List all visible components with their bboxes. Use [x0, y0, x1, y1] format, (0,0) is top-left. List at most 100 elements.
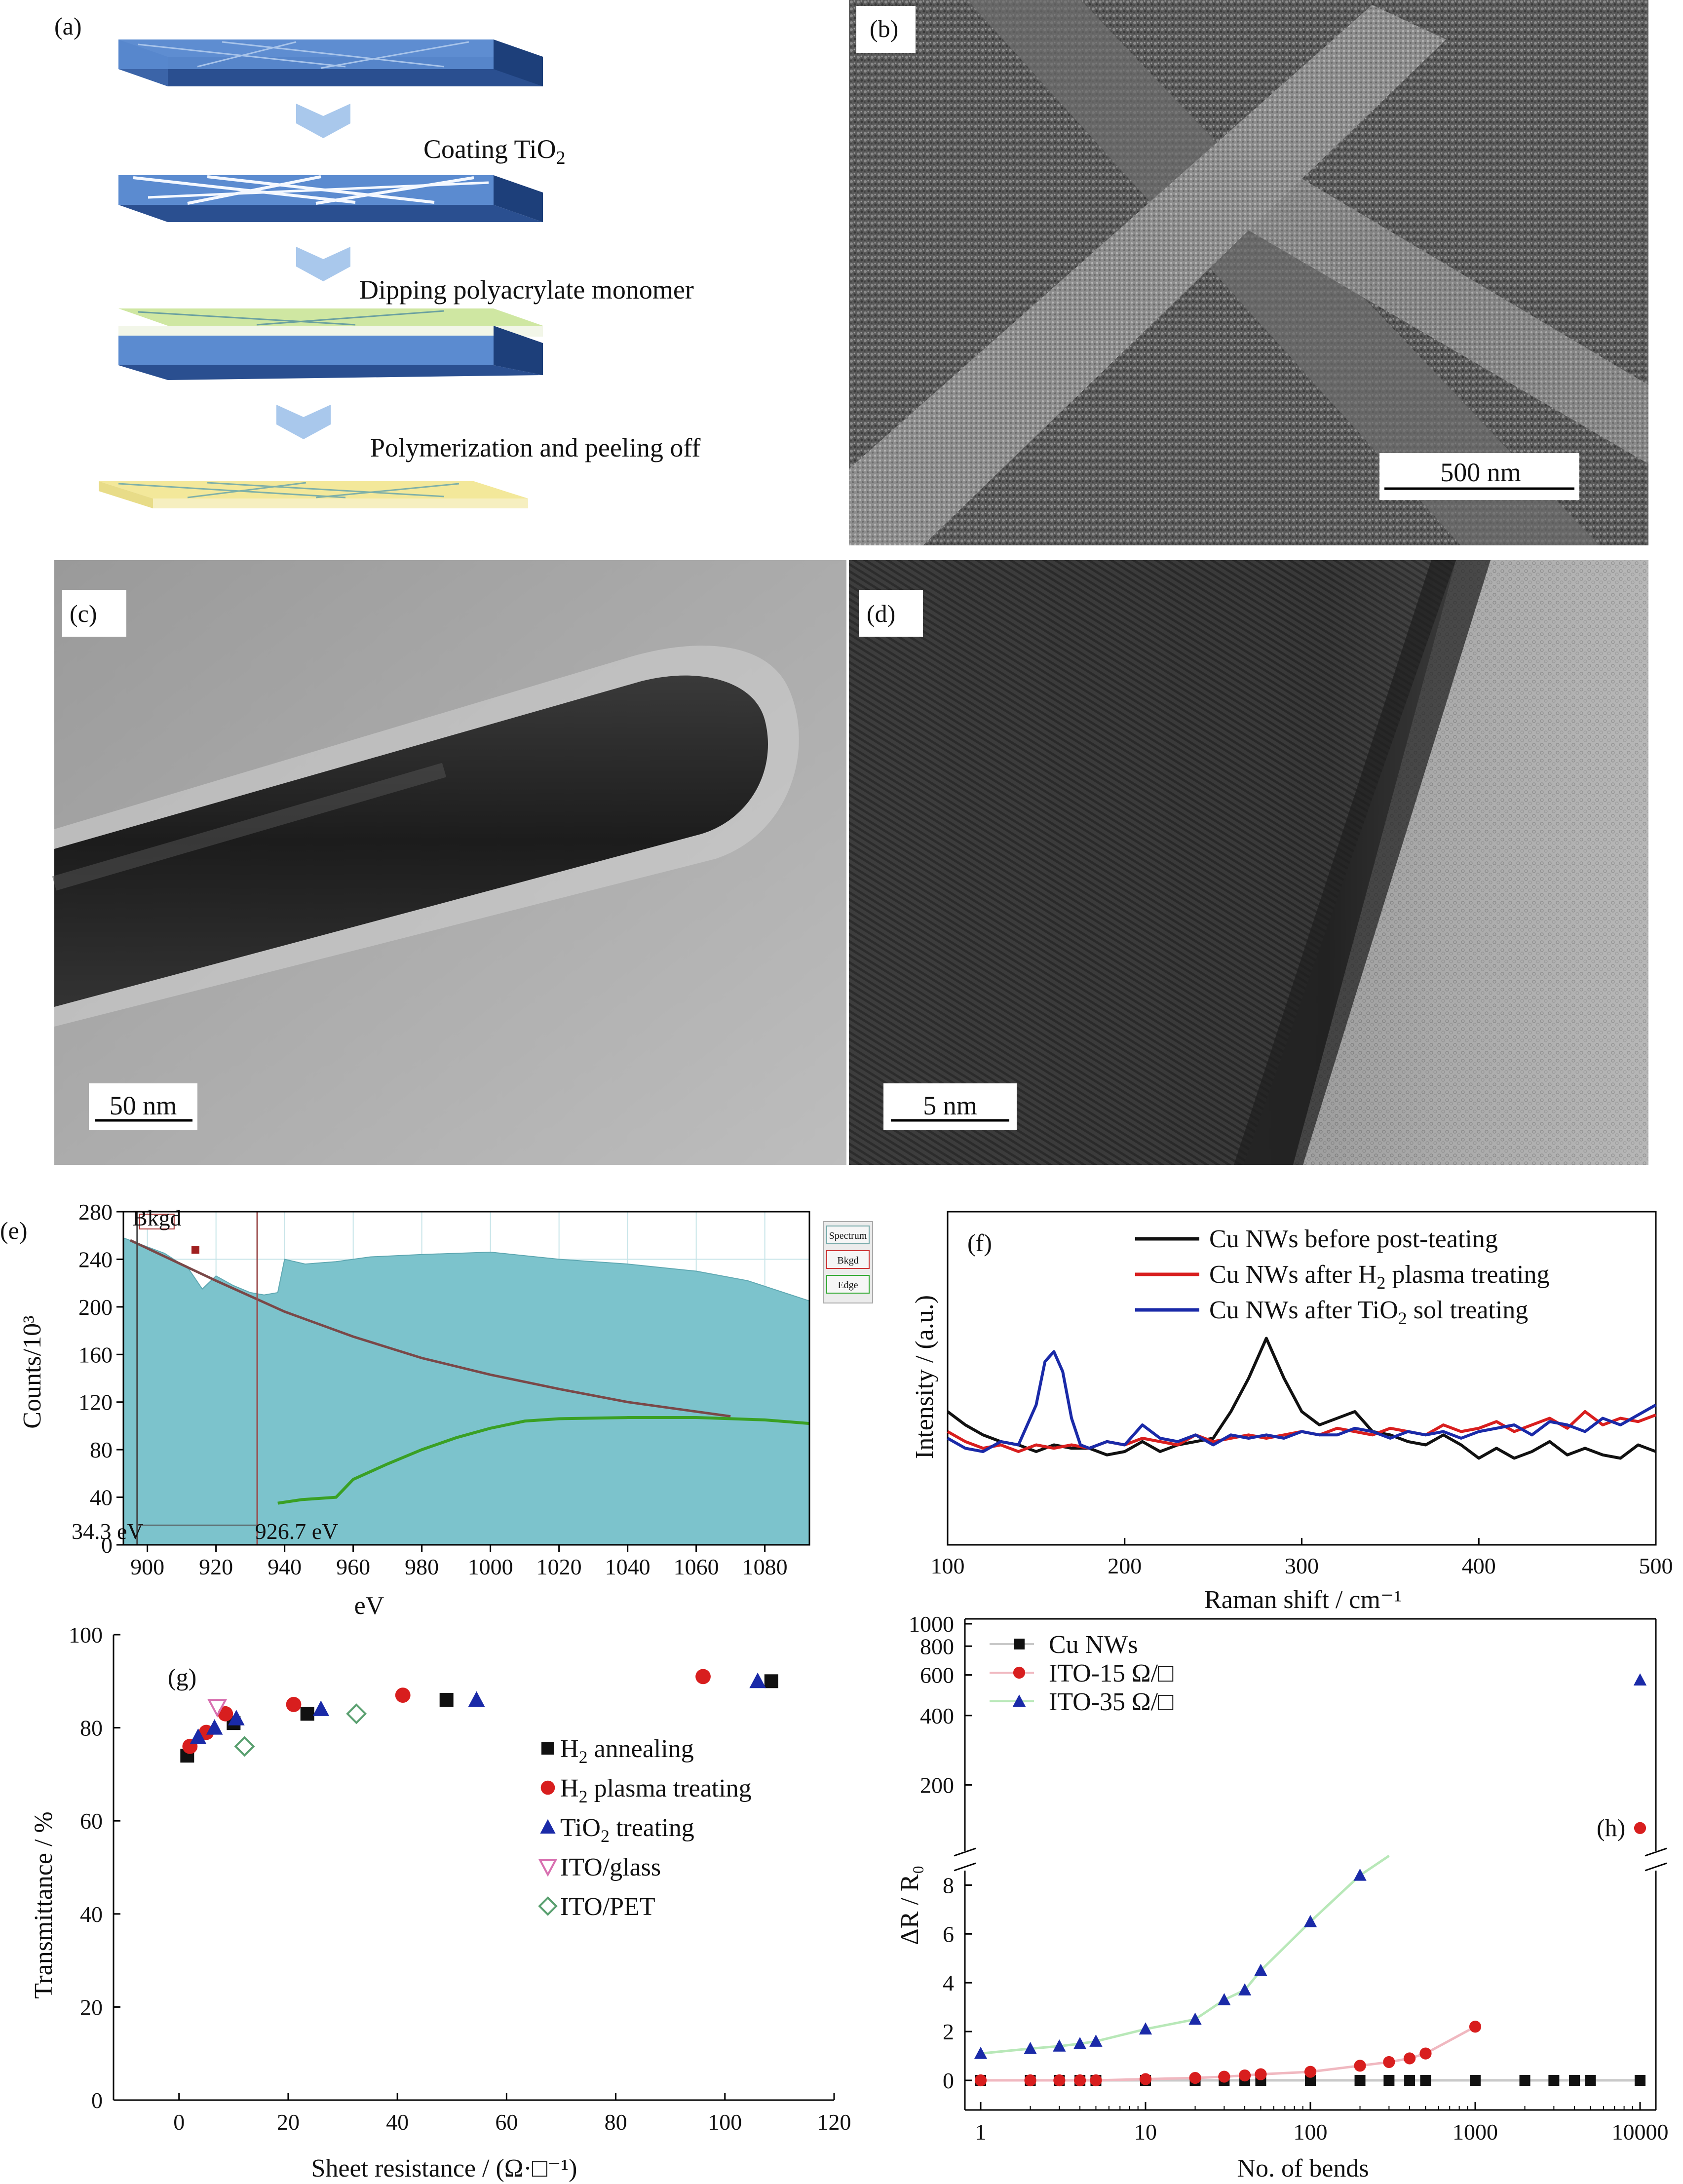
x-tick-label: 20: [277, 2109, 300, 2135]
scale-bar-b: 500 nm: [1440, 458, 1521, 487]
panel-a: (a) Coating TiO2 Dipping p: [54, 12, 700, 508]
y-tick-label: 20: [80, 1994, 103, 2020]
legend-label-2: ITO-35 Ω/□: [1049, 1688, 1174, 1716]
data-point-2: [1353, 1868, 1367, 1881]
y-tick-label: 6: [943, 1921, 954, 1947]
legend-marker-2: [1012, 1694, 1026, 1707]
data-point-2: [1053, 2039, 1066, 2052]
nanowire-2: [1209, 138, 1648, 464]
x-tick-label: 100: [931, 1553, 965, 1578]
step-2-label: Dipping polyacrylate monomer: [359, 275, 694, 305]
y-tick-label: 280: [78, 1199, 113, 1225]
x-tick-label: 940: [268, 1554, 302, 1579]
legend-spectrum-button[interactable]: [826, 1226, 870, 1244]
x-tick-label: 500: [1639, 1553, 1673, 1578]
step-3-label: Polymerization and peeling off: [370, 433, 700, 462]
y-tick-label: 200: [78, 1295, 113, 1320]
substrate-slab-3: [118, 308, 543, 380]
substrate-slab-2: [118, 175, 543, 222]
data-point-0: [764, 1674, 778, 1688]
x-tick-label: 100: [1294, 2119, 1328, 2145]
axis-break: [954, 1862, 976, 1872]
x-tick-label: 900: [130, 1554, 164, 1579]
peeled-film: [99, 481, 528, 508]
data-point-1: [1354, 2060, 1366, 2072]
chart-f-ylabel: Intensity / (a.u.): [911, 1295, 939, 1459]
series-line-0: [947, 1337, 1657, 1460]
data-point-1: [974, 2074, 987, 2087]
x-tick-label: 200: [1108, 1553, 1142, 1578]
data-point-1: [695, 1669, 711, 1685]
fit-curve-2: [980, 1855, 1390, 2055]
step-1-subscript: 2: [556, 148, 566, 168]
edge-curve: [277, 1416, 810, 1505]
data-point-1: [1073, 2074, 1086, 2087]
chart-f: (f) Raman shift / cm⁻¹ Intensity / (a.u.…: [911, 1211, 1673, 1614]
bkgd-point: [191, 1246, 199, 1254]
chart-h-xlabel: No. of bends: [1237, 2154, 1369, 2183]
data-point-1: [1469, 2021, 1482, 2033]
data-point-1: [1304, 2066, 1317, 2078]
svg-text:Spectrum: Spectrum: [829, 1230, 867, 1241]
svg-text:Edge: Edge: [838, 1280, 858, 1291]
data-point-0: [1305, 2075, 1316, 2086]
data-point-2: [1089, 2034, 1103, 2047]
panel-a-letter: (a): [54, 12, 82, 40]
axis-break: [1645, 1862, 1667, 1872]
data-point-0: [1519, 2075, 1530, 2086]
x-tick-label: 80: [605, 2109, 627, 2135]
data-point-1: [1053, 2074, 1066, 2087]
panel-b: (b) 500 nm: [849, 0, 1648, 545]
data-point-1: [1189, 2071, 1201, 2084]
data-point-2: [974, 2046, 988, 2059]
data-point-1: [1383, 2056, 1395, 2069]
y-tick-label: 60: [80, 1808, 103, 1834]
x-tick-label: 1000: [1453, 2119, 1498, 2145]
data-point-1: [1634, 1822, 1646, 1834]
panel-f-letter: (f): [967, 1229, 992, 1257]
x-tick-label: 960: [336, 1554, 370, 1579]
x-tick-label: 1040: [605, 1554, 650, 1579]
data-point-2: [1188, 2012, 1202, 2025]
legend-label-4: ITO/PET: [560, 1893, 655, 1921]
svg-text:Coating TiO2: Coating TiO2: [423, 134, 566, 168]
step-1-label: Coating TiO: [423, 134, 556, 164]
chart-g: (g) Sheet resistance / (Ω·□⁻¹) Transmitt…: [30, 1622, 851, 2183]
chart-g-xlabel: Sheet resistance / (Ω·□⁻¹): [311, 2154, 577, 2183]
y-tick-label: 200: [920, 1772, 954, 1798]
fit-curve-1: [981, 2026, 1476, 2082]
scale-bar-d: 5 nm: [923, 1091, 977, 1120]
x-tick-label: 300: [1285, 1553, 1319, 1578]
substrate-slab-1: [118, 39, 543, 86]
chart-e-ylabel: Counts/10³: [18, 1315, 46, 1428]
data-point-2: [1303, 1915, 1317, 1927]
legend-edge-button[interactable]: [826, 1275, 870, 1294]
y-tick-label: 40: [90, 1485, 113, 1510]
x-tick-label: 10000: [1612, 2119, 1669, 2145]
data-point-2: [312, 1700, 330, 1716]
x-tick-label: 980: [405, 1554, 439, 1579]
axis-break: [1645, 1847, 1667, 1857]
legend-marker-3: [538, 1859, 557, 1877]
x-tick-label: 60: [495, 2109, 518, 2135]
spectrum-area: [123, 1237, 810, 1545]
data-point-0: [1383, 2075, 1395, 2086]
data-point-0: [1470, 2075, 1481, 2086]
data-point-2: [228, 1710, 245, 1725]
data-point-1: [1238, 2069, 1251, 2082]
svg-text:Bkgd: Bkgd: [837, 1255, 858, 1266]
data-point-0: [300, 1707, 314, 1721]
x-tick-label: 400: [1462, 1553, 1496, 1578]
data-point-0: [439, 1693, 454, 1707]
y-tick-label: 8: [943, 1873, 954, 1898]
legend-label-1: H2 plasma treating: [560, 1774, 752, 1806]
panel-c: (c) 50 nm: [52, 560, 846, 1165]
legend-bkgd-button[interactable]: [826, 1250, 870, 1269]
chart-h-ylabel: ΔR / R₀: [896, 1865, 924, 1945]
x-tick-label: 920: [199, 1554, 233, 1579]
chart-f-xlabel: Raman shift / cm⁻¹: [1204, 1586, 1402, 1614]
panel-b-letter: (b): [870, 15, 898, 42]
legend-marker-1: [540, 1780, 555, 1795]
arrow-down-icon-1: [296, 104, 350, 138]
